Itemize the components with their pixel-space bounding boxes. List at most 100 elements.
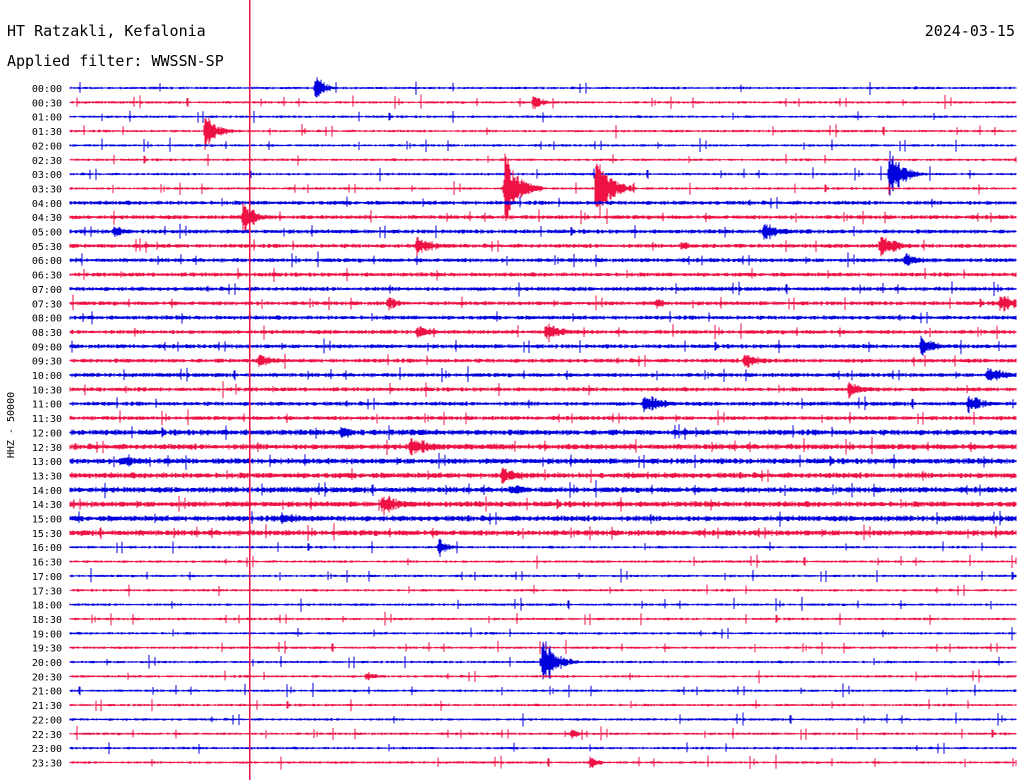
time-labels: 00:00 00:30 01:00 01:30 02:00 02:30 03:00 03:30…	[32, 84, 62, 769]
trace-row	[69, 311, 1017, 325]
trace-row	[69, 267, 1017, 283]
trace-row	[69, 202, 1017, 231]
trace-row	[69, 452, 1017, 470]
time-label: 20:00	[32, 658, 62, 669]
trace-row	[69, 725, 1017, 741]
trace-row	[69, 137, 1017, 152]
time-label: 20:30	[32, 672, 62, 683]
trace-row	[69, 596, 1017, 612]
trace-row	[69, 627, 1017, 641]
time-label: 03:00	[32, 170, 62, 181]
trace-row	[69, 153, 1017, 222]
trace-row	[69, 281, 1017, 297]
trace-row	[69, 117, 1017, 150]
trace-row	[69, 712, 1017, 727]
trace-row	[69, 251, 1017, 268]
time-label: 16:30	[32, 558, 62, 569]
trace-row	[69, 639, 1017, 655]
time-label: 18:00	[32, 601, 62, 612]
trace-row	[69, 154, 1017, 166]
time-label: 05:00	[32, 228, 62, 239]
time-label: 01:30	[32, 127, 62, 138]
date-label: 2024-03-15	[924, 22, 1015, 40]
time-label: 00:00	[32, 84, 62, 95]
time-label: 12:30	[32, 443, 62, 454]
time-label: 14:00	[32, 486, 62, 497]
traces	[69, 77, 1017, 770]
time-label: 01:00	[32, 113, 62, 124]
filter-label: Applied filter: WWSSN-SP	[7, 52, 224, 70]
trace-row	[69, 409, 1017, 426]
time-label: 10:00	[32, 371, 62, 382]
trace-row	[69, 611, 1017, 626]
time-label: 19:30	[32, 644, 62, 655]
time-label: 18:30	[32, 615, 62, 626]
trace-row	[69, 110, 1017, 123]
time-label: 11:30	[32, 414, 62, 425]
time-label: 16:00	[32, 543, 62, 554]
trace-row	[69, 223, 1017, 240]
trace-row	[69, 754, 1017, 770]
trace-row	[69, 437, 1017, 456]
trace-row	[69, 467, 1017, 484]
trace-row	[69, 699, 1017, 712]
time-label: 11:00	[32, 400, 62, 411]
time-label: 07:00	[32, 285, 62, 296]
time-label: 12:00	[32, 428, 62, 439]
trace-row	[69, 480, 1017, 499]
trace-row	[69, 495, 1017, 516]
trace-row	[69, 366, 1017, 383]
time-label: 19:00	[32, 629, 62, 640]
time-label: 04:00	[32, 199, 62, 210]
trace-row	[69, 742, 1017, 755]
time-label: 05:30	[32, 242, 62, 253]
time-label: 15:00	[32, 515, 62, 526]
y-axis-label: HHZ - 50000	[6, 392, 17, 458]
time-label: 17:00	[32, 572, 62, 583]
trace-row	[69, 669, 1017, 684]
time-label: 13:30	[32, 471, 62, 482]
station-title: HT Ratzakli, Kefalonia	[7, 22, 206, 40]
trace-row	[69, 94, 1017, 109]
time-label: 07:30	[32, 299, 62, 310]
trace-row	[69, 523, 1017, 541]
trace-row	[69, 538, 1017, 557]
time-label: 02:30	[32, 156, 62, 167]
trace-row	[69, 77, 1017, 98]
time-label: 09:30	[32, 357, 62, 368]
time-label: 10:30	[32, 385, 62, 396]
time-label: 04:30	[32, 213, 62, 224]
trace-row	[69, 381, 1017, 399]
time-label: 09:00	[32, 342, 62, 353]
trace-row	[69, 196, 1017, 209]
time-label: 08:00	[32, 314, 62, 325]
time-label: 03:30	[32, 184, 62, 195]
time-label: 23:30	[32, 758, 62, 769]
time-label: 06:30	[32, 271, 62, 282]
trace-row	[69, 294, 1017, 312]
time-label: 14:30	[32, 500, 62, 511]
trace-row	[69, 353, 1017, 369]
time-label: 08:30	[32, 328, 62, 339]
trace-row	[69, 396, 1017, 414]
trace-row	[69, 682, 1017, 698]
time-label: 21:00	[32, 687, 62, 698]
trace-row	[69, 554, 1017, 569]
trace-row	[69, 568, 1017, 583]
time-label: 13:00	[32, 457, 62, 468]
trace-row	[69, 641, 1017, 680]
time-label: 02:00	[32, 141, 62, 152]
time-label: 15:30	[32, 529, 62, 540]
trace-row	[69, 236, 1017, 257]
time-label: 23:00	[32, 744, 62, 755]
trace-row	[69, 335, 1017, 356]
trace-row	[69, 323, 1017, 343]
trace-row	[69, 424, 1017, 440]
time-label: 17:30	[32, 586, 62, 597]
time-label: 00:30	[32, 98, 62, 109]
time-label: 22:00	[32, 715, 62, 726]
time-label: 21:30	[32, 701, 62, 712]
trace-row	[69, 510, 1017, 527]
time-label: 22:30	[32, 730, 62, 741]
